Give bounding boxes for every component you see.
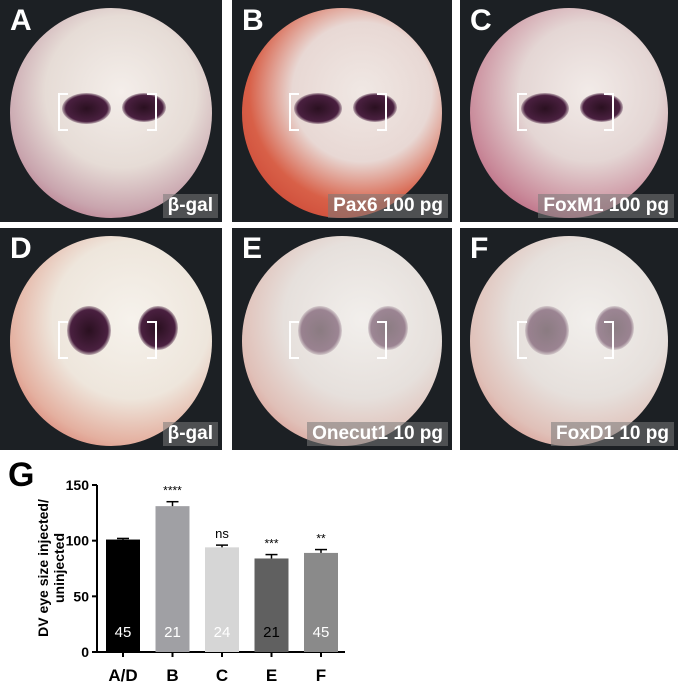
panel-letter: C bbox=[470, 4, 492, 37]
significance-label: ** bbox=[316, 532, 326, 546]
significance-label: **** bbox=[163, 484, 182, 498]
bar-b bbox=[155, 506, 190, 652]
embryo-image bbox=[470, 8, 668, 218]
panel-caption: β-gal bbox=[162, 422, 218, 446]
bracket-left bbox=[57, 93, 68, 131]
n-label: 21 bbox=[263, 624, 280, 641]
panel-caption: FoxM1 100 pg bbox=[538, 194, 674, 218]
panel-letter-g: G bbox=[8, 456, 35, 494]
n-label: 45 bbox=[115, 624, 132, 641]
eye-region bbox=[62, 93, 111, 125]
bracket-right bbox=[146, 321, 157, 359]
panel-b: B Pax6 100 pg bbox=[232, 0, 452, 222]
y-tick-label: 150 bbox=[66, 477, 90, 493]
eye-region bbox=[579, 93, 624, 123]
eye-region bbox=[525, 305, 569, 355]
bar-ad bbox=[106, 539, 140, 652]
eye-region bbox=[122, 93, 167, 123]
bracket-left bbox=[57, 321, 68, 359]
eye-region bbox=[368, 305, 408, 351]
y-tick-label: 50 bbox=[73, 588, 89, 604]
embryo-image bbox=[10, 8, 212, 218]
panel-e: E Onecut1 10 pg bbox=[232, 228, 452, 450]
significance-label: ns bbox=[215, 526, 229, 541]
y-tick-label: 100 bbox=[66, 533, 90, 549]
panel-letter: B bbox=[242, 4, 264, 37]
embryo-image bbox=[10, 236, 212, 446]
significance-label: *** bbox=[264, 537, 278, 551]
bracket-right bbox=[377, 321, 388, 359]
panel-caption: FoxD1 10 pg bbox=[551, 422, 674, 446]
x-tick-label: C bbox=[216, 666, 228, 683]
x-tick-label: E bbox=[266, 666, 277, 683]
panel-caption: β-gal bbox=[162, 194, 218, 218]
eye-region bbox=[298, 305, 342, 355]
bracket-right bbox=[146, 93, 157, 131]
eye-region bbox=[595, 305, 635, 351]
bracket-left bbox=[516, 93, 527, 131]
bracket-right bbox=[603, 321, 614, 359]
bracket-left bbox=[289, 321, 300, 359]
bracket-left bbox=[516, 321, 527, 359]
bar-e bbox=[254, 558, 289, 652]
bracket-right bbox=[603, 93, 614, 131]
panel-letter: D bbox=[10, 232, 32, 265]
x-tick-label: A/D bbox=[108, 666, 137, 683]
panel-letter: A bbox=[10, 4, 32, 37]
panel-c: C FoxM1 100 pg bbox=[460, 0, 678, 222]
bracket-right bbox=[377, 93, 388, 131]
panel-caption: Pax6 100 pg bbox=[328, 194, 448, 218]
embryo-image bbox=[242, 8, 442, 218]
eye-region bbox=[521, 93, 569, 125]
y-tick-label: 0 bbox=[81, 644, 89, 660]
n-label: 21 bbox=[164, 624, 181, 641]
n-label: 45 bbox=[313, 624, 330, 641]
bar-c bbox=[205, 547, 239, 652]
embryo-image bbox=[470, 236, 668, 446]
bar-f bbox=[304, 552, 338, 652]
eye-region bbox=[66, 305, 111, 355]
eye-region bbox=[353, 93, 397, 123]
embryo-image bbox=[242, 236, 442, 446]
panel-letter: E bbox=[242, 232, 263, 265]
x-tick-label: B bbox=[166, 666, 178, 683]
eye-region bbox=[293, 93, 342, 125]
x-tick-label: F bbox=[316, 666, 326, 683]
eye-region bbox=[137, 305, 178, 351]
y-axis-label: DV eye size injected/uninjected bbox=[35, 499, 67, 637]
panel-letter: F bbox=[470, 232, 489, 265]
panel-f: F FoxD1 10 pg bbox=[460, 228, 678, 450]
bracket-left bbox=[289, 93, 300, 131]
n-label: 24 bbox=[214, 624, 231, 641]
panel-caption: Onecut1 10 pg bbox=[307, 422, 448, 446]
